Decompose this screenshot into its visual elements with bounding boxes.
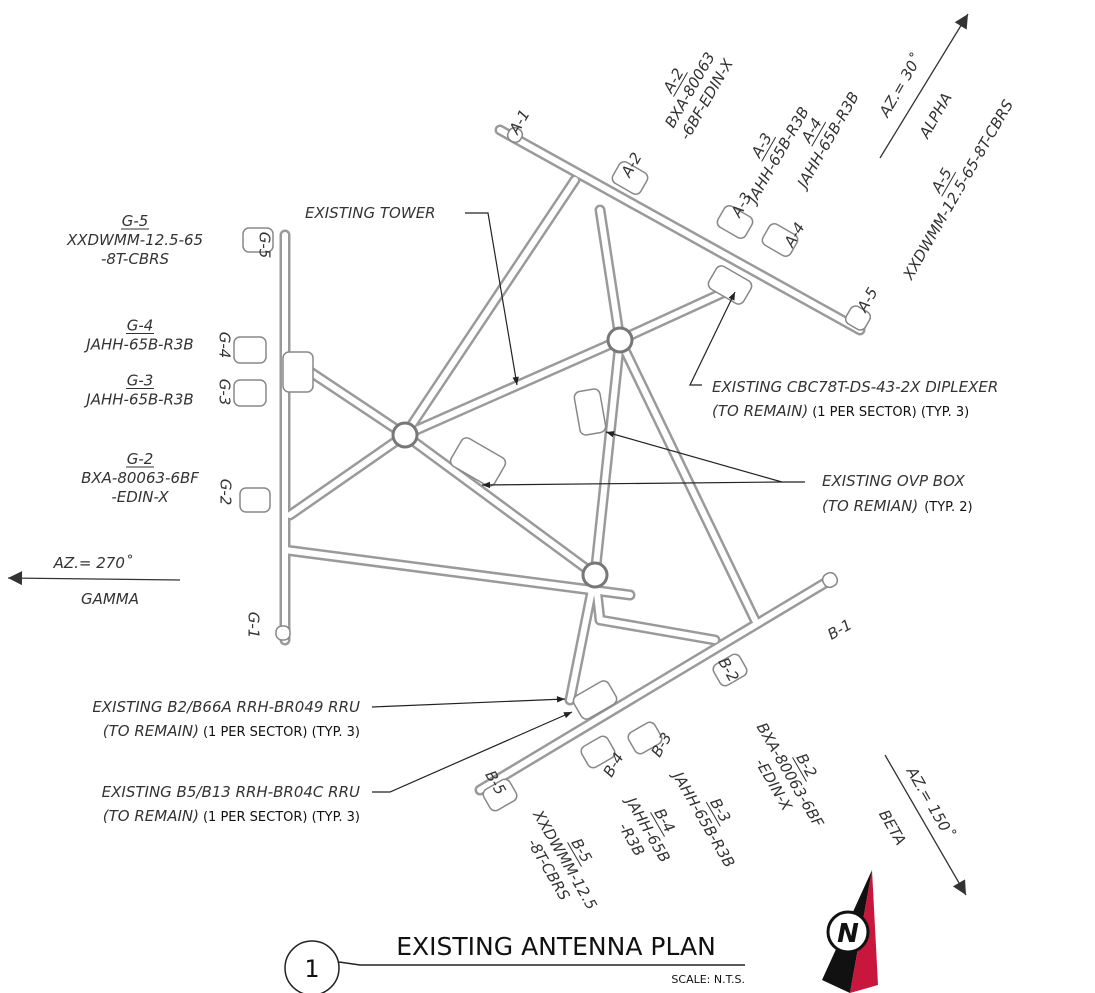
callout-line: XXDWMM-12.5-65 [66,231,203,249]
azimuth-sector: BETA [875,807,910,849]
azimuth-angle: AZ.= 30˚ [875,51,926,121]
antenna [276,626,290,640]
callout-line: JAHH-65B-R3B [792,89,863,194]
azimuth-angle: AZ.= 270˚ [53,554,133,572]
antenna-marker: G-5 [256,232,274,259]
note-qty: (1 PER SECTOR) (TYP. 3) [203,725,360,740]
leader [372,699,565,707]
rru [283,352,313,392]
leader [606,432,805,482]
note: EXISTING OVP BOX [822,472,965,490]
member [600,210,620,340]
tower-leg [393,423,417,447]
callout-label: G-4 [127,317,154,335]
callout-line: BXA-80063-6BF [81,469,199,487]
note-qty: (1 PER SECTOR) (TYP. 3) [812,405,969,420]
title-number: 1 [304,955,319,983]
tower-leg [608,328,632,352]
note-qty: (TYP. 2) [924,500,972,515]
callout-label: G-5 [122,212,149,230]
note-status: (TO REMAIN) [103,807,199,825]
antenna-marker: B-1 [824,616,855,644]
ovp-box [573,388,606,436]
north-label: N [837,919,859,949]
azimuth-sector: ALPHA [915,90,956,142]
antenna-plan: A-1A-2A-3A-4A-5B-1B-2B-3B-4B-5G-1G-2G-3G… [0,0,1095,993]
azimuth-angle: AZ.= 150˚ [902,763,958,842]
note: (TO REMAIN) (1 PER SECTOR) (TYP. 3) [103,722,360,740]
callout-line: XXDWMM-12.5-65-8T-CBRS [899,96,1017,283]
note: EXISTING CBC78T-DS-43-2X DIPLEXER [712,378,998,396]
tower-leg [583,563,607,587]
antenna-marker: G-3 [216,379,234,406]
member [595,340,620,575]
note: EXISTING B5/B13 RRH-BR04C RRU [102,783,360,801]
note: EXISTING B2/B66A RRH-BR049 RRU [92,698,360,716]
callout-label: G-2 [127,450,154,468]
title-line [339,962,745,965]
note: EXISTING TOWER [305,204,436,222]
antenna [234,380,266,406]
leader [482,482,782,485]
callout-line: JAHH-65B-R3B [83,336,193,354]
azimuth-sector: GAMMA [81,590,139,608]
note-status: (TO REMIAN) [822,497,918,515]
callout-line: JAHH-65B-R3B [83,391,193,409]
note-status: (TO REMAIN) [103,722,199,740]
member [600,620,715,640]
note-status: (TO REMAIN) [712,402,808,420]
antenna [234,337,266,363]
antenna-marker: G-2 [217,479,235,506]
note: (TO REMIAN) (TYP. 2) [822,497,973,515]
antenna-marker: G-4 [216,332,234,359]
note: (TO REMAIN) (1 PER SECTOR) (TYP. 3) [103,807,360,825]
member [290,435,405,515]
callout-label: G-3 [127,372,154,390]
callout-line: -8T-CBRS [101,250,170,268]
ovp-box [448,436,507,489]
title-scale: SCALE: N.T.S. [671,973,745,986]
note: (TO REMAIN) (1 PER SECTOR) (TYP. 3) [712,402,969,420]
antenna [240,488,270,512]
note-qty: (1 PER SECTOR) (TYP. 3) [203,810,360,825]
callout-line: -EDIN-X [111,488,169,506]
azimuth-arrow [8,578,180,580]
antenna-marker: G-1 [245,612,263,639]
title-text: EXISTING ANTENNA PLAN [396,932,716,961]
callout-line: JAHH-65B-R3B [742,104,813,209]
